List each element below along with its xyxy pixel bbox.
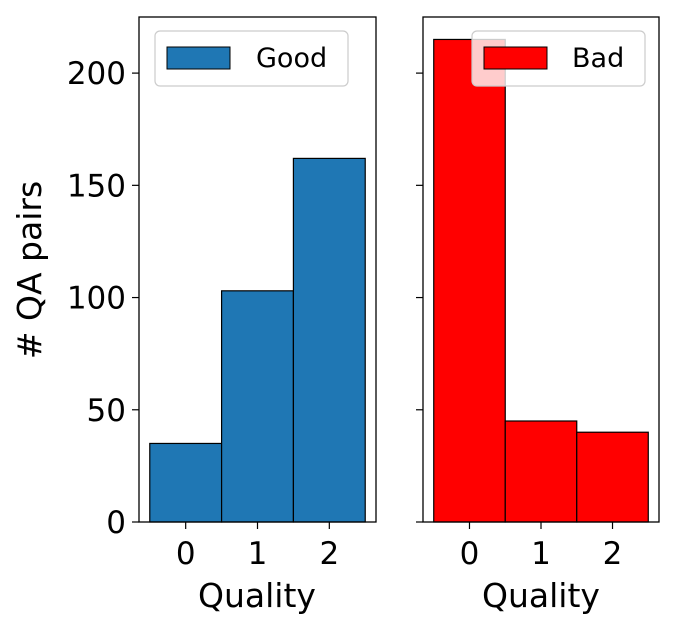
legend-swatch-good [166, 46, 231, 70]
x-tick-label-2: 2 [603, 536, 623, 572]
x-axis-label-bad: Quality [482, 576, 600, 615]
legend-frame-good [154, 30, 349, 87]
x-tick-label-1: 1 [531, 536, 551, 572]
y-tick-label-150: 150 [67, 168, 126, 204]
legend-label-good: Good [256, 43, 327, 74]
x-ticks-bad: 0 1 2 [460, 522, 623, 572]
bar-bad-2 [576, 431, 649, 523]
chart-bad: 0 1 2 Quality Bad [416, 16, 660, 615]
x-tick-label-0: 0 [460, 536, 480, 572]
legend-swatch-bad [483, 46, 548, 70]
bars-bad [433, 38, 649, 523]
x-axis-label-good: Quality [198, 576, 316, 615]
y-tick-label-0: 0 [106, 505, 126, 541]
bar-good-1 [220, 290, 295, 523]
legend-frame-bad [471, 30, 646, 87]
y-ticks-good: 0 50 100 150 200 [67, 56, 139, 541]
x-tick-label-1: 1 [248, 536, 268, 572]
legend-label-bad: Bad [572, 43, 624, 74]
bar-good-0 [149, 442, 223, 523]
legend-bad: Bad [471, 30, 646, 87]
y-tick-label-200: 200 [67, 56, 126, 92]
y-tick-label-100: 100 [67, 281, 126, 317]
x-ticks-good: 0 1 2 [176, 522, 339, 572]
bar-bad-0 [433, 38, 506, 523]
y-axis-label: # QA pairs [10, 181, 49, 359]
legend-good: Good [154, 30, 349, 87]
x-tick-label-2: 2 [319, 536, 339, 572]
bar-bad-1 [504, 420, 578, 523]
bar-good-2 [292, 157, 366, 523]
y-ticks-bad [416, 72, 423, 523]
y-tick-label-50: 50 [87, 393, 126, 429]
bars-good [149, 157, 366, 523]
chart-good: 0 50 100 150 200 0 1 2 Quality Good [67, 16, 377, 615]
x-tick-label-0: 0 [176, 536, 196, 572]
